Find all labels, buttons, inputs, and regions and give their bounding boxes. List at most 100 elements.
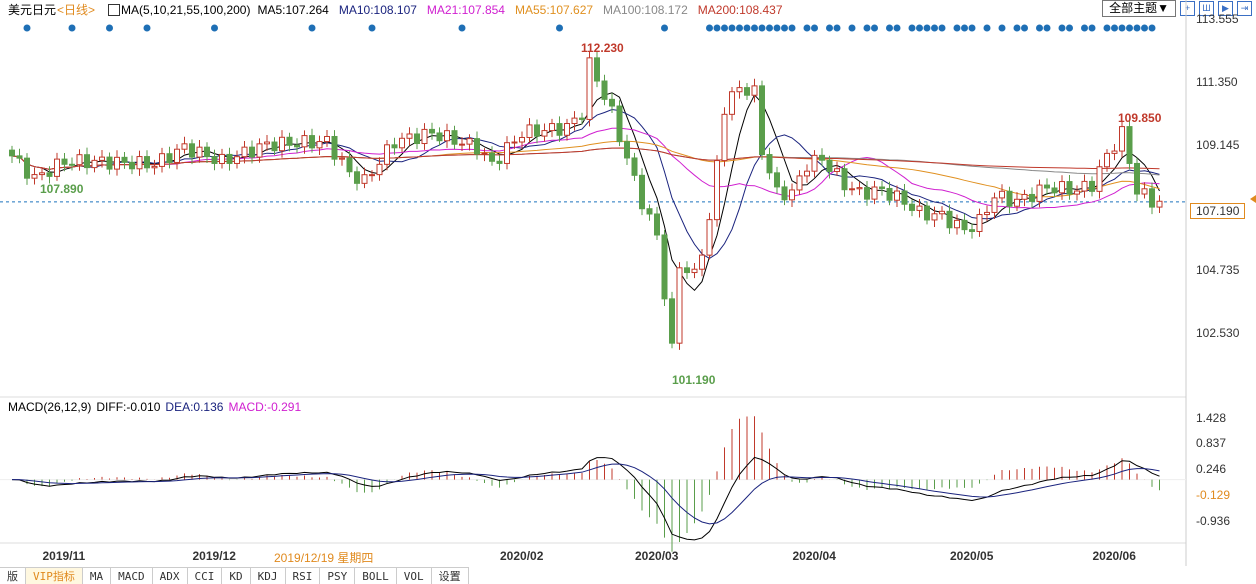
candle [1014, 198, 1020, 207]
candle [106, 156, 113, 170]
theme-dropdown[interactable]: 全部主题▼ [1102, 0, 1176, 17]
signal-dot [803, 24, 811, 32]
candle [279, 136, 285, 152]
candle [999, 190, 1005, 199]
candle [459, 143, 465, 146]
candle [789, 189, 795, 201]
signal-dot [368, 24, 376, 32]
signal-dot [1081, 24, 1088, 32]
candle [256, 143, 263, 158]
candle [819, 154, 825, 161]
tab-8[interactable]: RSI [286, 568, 321, 584]
signal-dot [863, 24, 871, 32]
candle [744, 87, 750, 96]
signal-dot [788, 24, 796, 32]
candle [571, 117, 578, 125]
date-tick: 2020/04 [792, 549, 836, 563]
candle [616, 105, 623, 143]
indicator-tabs: 版 VIP指标 MA MACD ADX CCI KD KDJ RSI PSY BOLL VOL 设置 [0, 567, 469, 584]
tab-12[interactable]: 设置 [432, 568, 469, 584]
signal-dot [938, 24, 946, 32]
ma-value: MA55:107.627 [514, 2, 594, 17]
candle [1119, 126, 1125, 152]
candle [774, 172, 780, 188]
date-tick: 2020/06 [1092, 549, 1136, 563]
candle [309, 135, 315, 149]
ma-settings-icon[interactable] [108, 3, 121, 16]
candle [196, 146, 203, 158]
signal-dot [1058, 24, 1066, 32]
play-icon[interactable]: ▶ [1218, 1, 1233, 16]
candle [856, 187, 863, 190]
candle [781, 186, 788, 201]
tab-3[interactable]: MACD [111, 568, 153, 584]
candle [519, 136, 525, 143]
candle [316, 141, 323, 149]
tab-4[interactable]: ADX [153, 568, 188, 584]
annotation-low: 101.190 [672, 373, 716, 387]
candle [984, 211, 990, 216]
signal-dot [556, 24, 563, 32]
signal-dot [458, 24, 466, 32]
candle [826, 159, 833, 172]
candle [339, 157, 345, 160]
period-selector[interactable]: <日线> [57, 3, 96, 17]
tab-6[interactable]: KD [222, 568, 251, 584]
tab-7[interactable]: KDJ [251, 568, 286, 584]
tab-1[interactable]: VIP指标 [26, 568, 83, 584]
candle [121, 156, 128, 163]
candle [481, 152, 488, 155]
candle [249, 146, 255, 158]
candle [796, 175, 803, 191]
tab-10[interactable]: BOLL [355, 568, 397, 584]
signal-dot [1088, 24, 1096, 32]
signal-dot [68, 24, 76, 32]
signal-dot [781, 24, 788, 32]
ma5-line [11, 92, 1160, 292]
crosshair-icon[interactable]: + [1180, 1, 1195, 16]
ma10-line [11, 108, 1160, 259]
macd-tick: 1.428 [1196, 411, 1227, 425]
signal-dot [308, 24, 316, 32]
price-tick: 113.555 [1196, 12, 1239, 26]
candle [451, 130, 458, 145]
signal-dot [908, 24, 916, 32]
tab-5[interactable]: CCI [188, 568, 223, 584]
candle [586, 57, 593, 120]
signal-dot [106, 24, 113, 32]
candle [991, 197, 998, 213]
candle [346, 157, 353, 173]
zoom-icon[interactable]: Ш [1199, 1, 1214, 16]
tab-11[interactable]: VOL [397, 568, 432, 584]
candle [421, 128, 428, 145]
candle [901, 190, 908, 205]
candle [1029, 193, 1035, 202]
candle [1149, 188, 1155, 208]
signal-dot [721, 24, 728, 32]
candle [736, 87, 743, 93]
candle [721, 113, 728, 162]
candle [466, 138, 473, 145]
candle [541, 130, 548, 137]
candle [916, 205, 923, 211]
price-tick: 111.350 [1196, 75, 1238, 89]
dea-line [11, 463, 1160, 525]
header-legend: 美元日元 <日线> MA(5,10,21,55,100,200) MA5:107… [8, 1, 783, 18]
candle [676, 267, 683, 344]
candle [1111, 150, 1118, 154]
tab-2[interactable]: MA [83, 568, 112, 584]
tab-0[interactable]: 版 [0, 568, 26, 584]
candle [391, 144, 398, 149]
exit-icon[interactable]: ⇥ [1237, 1, 1252, 16]
candle [594, 57, 600, 82]
tab-9[interactable]: PSY [320, 568, 356, 584]
symbol-name: 美元日元 [8, 3, 57, 17]
toolbar: 全部主题▼ + Ш ▶ ⇥ [1102, 0, 1252, 17]
candle [136, 156, 143, 170]
candle [804, 170, 810, 177]
date-tick: 2019/11 [42, 549, 86, 563]
signal-dot [751, 24, 758, 32]
candle [1044, 184, 1050, 189]
